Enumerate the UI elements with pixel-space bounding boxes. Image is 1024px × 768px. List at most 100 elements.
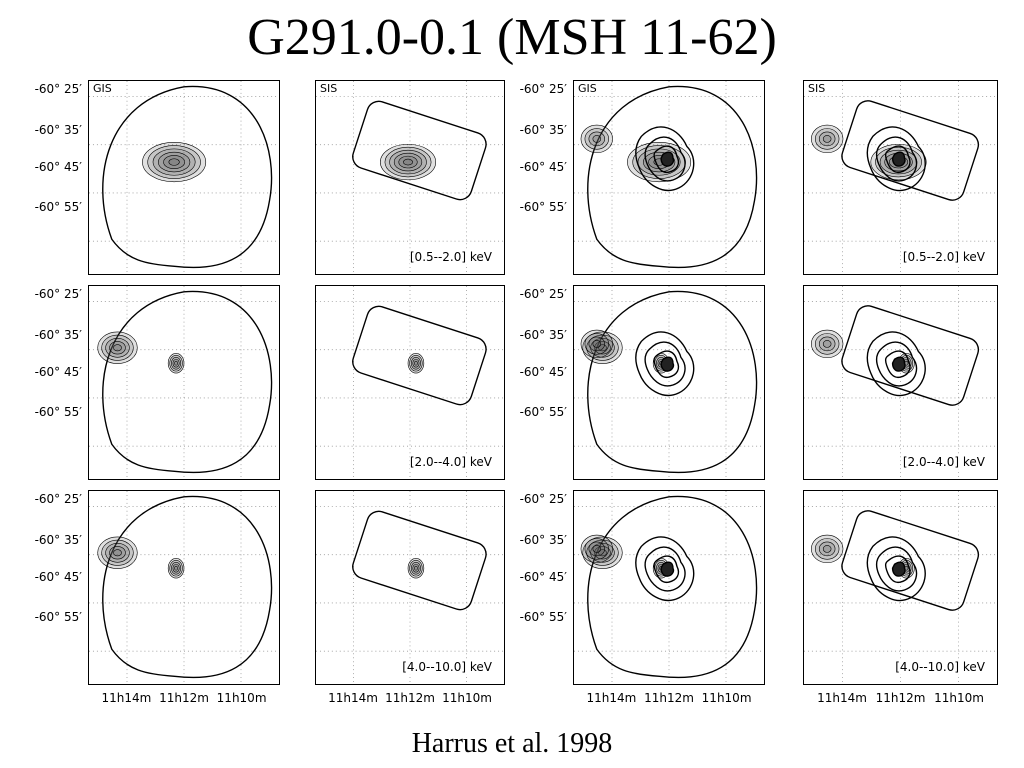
- ra-tick-label: 11h12m: [644, 691, 694, 705]
- contour-line: [866, 331, 926, 397]
- sis-panel-label: SIS: [320, 82, 338, 95]
- edge-emission: [105, 337, 130, 358]
- faint-emission: [584, 128, 609, 150]
- contour-line: [644, 136, 686, 182]
- dec-tick-label: -60° 45′: [519, 160, 567, 175]
- ra-tick-label: 11h14m: [586, 691, 637, 705]
- x-ray-image: [574, 286, 764, 479]
- energy-band-label: [4.0--10.0] keV: [895, 660, 985, 674]
- dec-tick-label: -60° 45′: [34, 365, 82, 380]
- faint-emission: [592, 545, 602, 553]
- x-ray-image: [89, 286, 279, 479]
- dec-tick-label: -60° 55′: [34, 610, 82, 625]
- compact-source: [414, 565, 418, 571]
- soft-emission: [403, 158, 413, 166]
- gis-panel-row1-col1: GIS: [88, 80, 280, 275]
- detector-boundary: [587, 85, 758, 269]
- contour-line: [653, 350, 680, 379]
- compact-source: [414, 360, 418, 366]
- compact-source: [167, 353, 185, 374]
- gis-panel-label: GIS: [578, 82, 597, 95]
- dec-tick-label: -60° 25′: [34, 82, 82, 96]
- energy-band-label: [0.5--2.0] keV: [409, 250, 492, 264]
- contour-line: [635, 331, 695, 397]
- detector-boundary: [587, 495, 758, 679]
- bright-contours: [635, 536, 695, 602]
- soft-emission: [398, 155, 418, 169]
- soft-emission: [142, 141, 207, 183]
- bright-contours: [866, 331, 926, 397]
- contour-line: [635, 536, 695, 602]
- edge-emission: [101, 539, 134, 566]
- faint-emission: [580, 534, 613, 564]
- contour-line: [635, 126, 695, 192]
- ra-tick-label: 11h10m: [216, 691, 267, 705]
- dec-tick-label: -60° 25′: [519, 492, 567, 506]
- gis-panel-row2-col1: [88, 285, 280, 480]
- contour-line: [660, 151, 675, 167]
- contour-line: [644, 341, 686, 387]
- detector-boundary: [102, 85, 273, 269]
- compact-source: [172, 358, 180, 368]
- soft-emission: [380, 143, 437, 181]
- edge-emission: [113, 549, 122, 557]
- ra-tick-label: 11h12m: [875, 691, 926, 705]
- figure-caption: Harrus et al. 1998: [411, 728, 613, 759]
- faint-emission: [580, 329, 613, 359]
- contour-line: [875, 341, 918, 387]
- contour-line: [866, 536, 926, 602]
- compact-source: [412, 358, 420, 368]
- dec-tick-label: -60° 55′: [34, 200, 82, 215]
- faint-emission: [588, 131, 606, 147]
- ra-tick-label: 11h14m: [101, 691, 152, 705]
- faint-emission: [592, 135, 602, 143]
- compact-source: [167, 558, 185, 579]
- faint-emission: [811, 534, 844, 564]
- dec-tick-label: -60° 35′: [519, 327, 567, 342]
- edge-emission: [113, 344, 122, 352]
- edge-emission: [109, 546, 126, 560]
- soft-emission: [389, 149, 427, 175]
- gis-panel-label: GIS: [93, 82, 112, 95]
- detector-boundary: [102, 495, 273, 679]
- ra-tick-label: 11h14m: [328, 691, 378, 705]
- edge-emission: [97, 331, 138, 364]
- contour-line: [660, 561, 675, 577]
- faint-emission: [580, 124, 613, 154]
- dec-tick-label: -60° 45′: [34, 570, 82, 585]
- ccd-boundary: [841, 305, 980, 406]
- sis-panel-row1-col4: SIS [0.5--2.0] keV: [803, 80, 998, 275]
- dec-tick-label: -60° 35′: [34, 122, 82, 137]
- faint-emission: [592, 340, 602, 348]
- x-ray-image: [574, 81, 764, 274]
- compact-source: [169, 354, 183, 372]
- faint-emission: [814, 333, 840, 355]
- faint-emission: [814, 128, 840, 150]
- x-ray-image: [574, 491, 764, 684]
- sis-panel-label: SIS: [808, 82, 826, 95]
- edge-emission: [105, 542, 130, 563]
- dec-tick-label: -60° 25′: [519, 287, 567, 301]
- soft-emission: [393, 152, 423, 172]
- edge-emission: [97, 536, 138, 569]
- gis-panel-row1-col3: GIS: [573, 80, 765, 275]
- contour-line: [884, 350, 911, 379]
- dec-tick-label: -60° 45′: [34, 160, 82, 175]
- sis-panel-row1-col2: SIS [0.5--2.0] keV: [315, 80, 505, 275]
- contour-line: [884, 555, 911, 584]
- edge-emission: [582, 536, 623, 569]
- detector-boundary: [102, 290, 273, 474]
- ccd-boundary: [841, 100, 980, 201]
- dec-tick-label: -60° 35′: [34, 532, 82, 547]
- soft-emission: [163, 155, 185, 169]
- compact-source: [407, 353, 425, 374]
- dec-tick-label: -60° 55′: [519, 200, 567, 215]
- bright-contours: [866, 536, 926, 602]
- energy-band-label: [2.0--4.0] keV: [902, 455, 985, 469]
- detector-boundary: [587, 290, 758, 474]
- faint-emission: [818, 336, 836, 352]
- compact-source: [409, 354, 423, 372]
- contour-line: [653, 555, 680, 584]
- ra-tick-label: 11h10m: [701, 691, 752, 705]
- faint-emission: [818, 131, 836, 147]
